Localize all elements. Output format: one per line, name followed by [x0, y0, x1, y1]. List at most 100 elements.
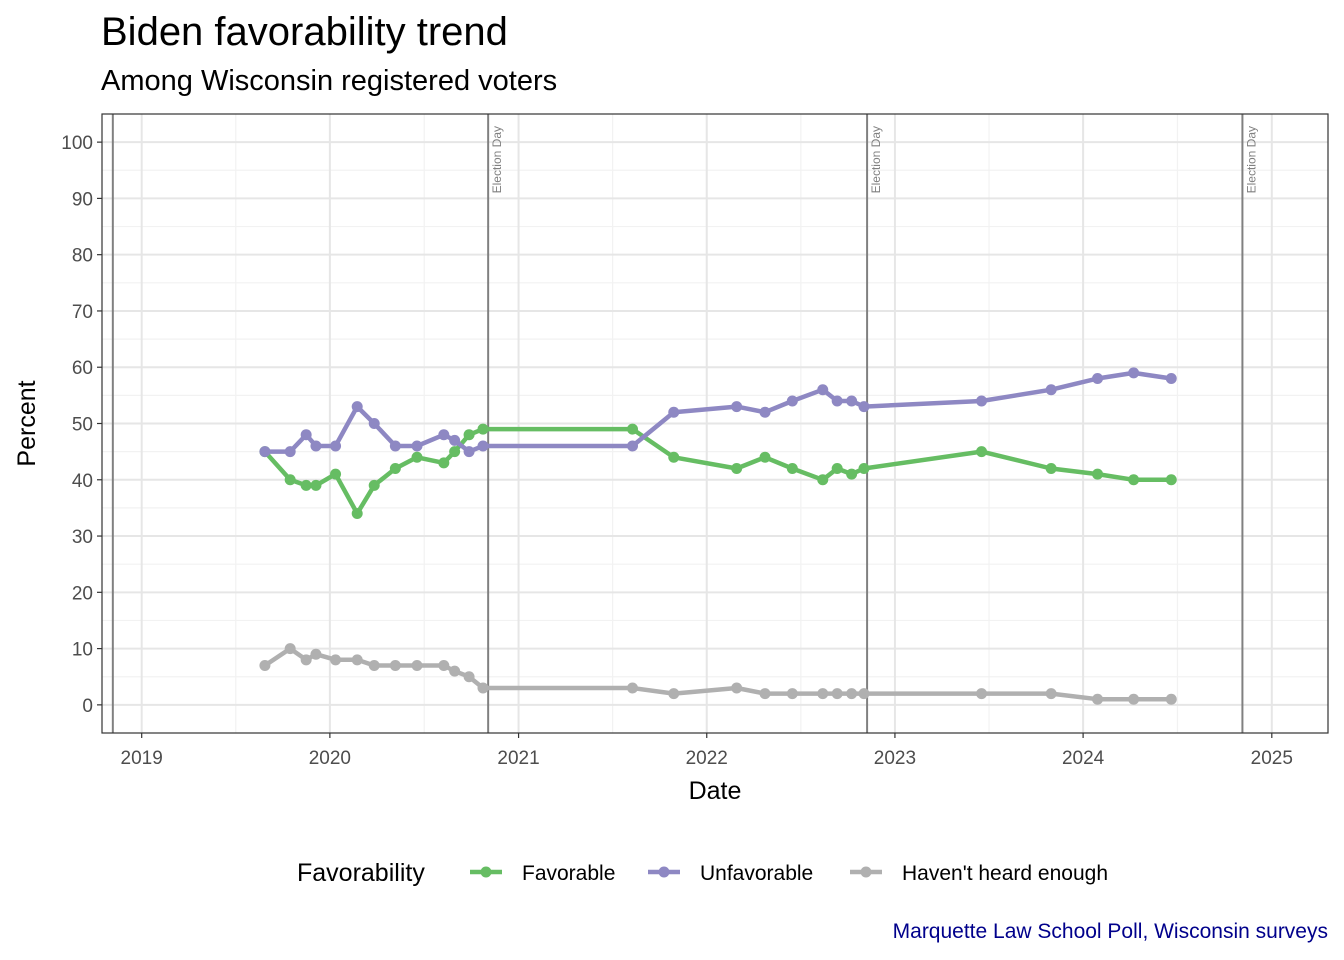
x-tick-label: 2019 [121, 748, 163, 769]
data-point [389, 463, 401, 475]
data-point [858, 463, 870, 475]
data-point [300, 479, 312, 491]
data-point [786, 463, 798, 475]
data-point [976, 688, 988, 700]
data-point [411, 659, 423, 671]
data-point [284, 446, 296, 458]
data-point [786, 688, 798, 700]
data-point [368, 659, 380, 671]
data-point [759, 406, 771, 418]
data-point [858, 401, 870, 413]
data-point [477, 423, 489, 435]
data-point [786, 395, 798, 407]
data-point [310, 479, 322, 491]
y-tick-label: 30 [72, 527, 93, 548]
data-point [1128, 693, 1140, 705]
y-tick-label: 0 [82, 696, 93, 717]
data-point [668, 451, 680, 463]
x-axis-title: Date [689, 777, 742, 805]
data-point [310, 648, 322, 660]
data-point [1128, 474, 1140, 486]
election-day-label: Election Day [869, 126, 883, 193]
data-point [411, 451, 423, 463]
data-point [846, 688, 858, 700]
data-point [259, 446, 271, 458]
x-tick-label: 2023 [874, 748, 916, 769]
data-point [759, 451, 771, 463]
data-point [389, 440, 401, 452]
data-point [259, 659, 271, 671]
data-point [846, 468, 858, 480]
data-point [463, 446, 475, 458]
y-tick-label: 70 [72, 302, 93, 323]
data-point [330, 468, 342, 480]
data-point [1165, 474, 1177, 486]
y-tick-label: 40 [72, 471, 93, 492]
data-point [858, 688, 870, 700]
chart-subtitle: Among Wisconsin registered voters [101, 65, 558, 97]
data-point [438, 659, 450, 671]
x-tick-label: 2020 [309, 748, 351, 769]
data-point [1092, 372, 1104, 384]
data-point [1092, 693, 1104, 705]
y-tick-label: 80 [72, 246, 93, 267]
data-point [627, 423, 639, 435]
data-point [438, 457, 450, 469]
election-day-label: Election Day [1244, 126, 1258, 193]
data-point [976, 395, 988, 407]
data-point [831, 395, 843, 407]
y-tick-label: 10 [72, 640, 93, 661]
data-point [668, 688, 680, 700]
data-point [1128, 367, 1140, 379]
data-point [1045, 463, 1057, 475]
data-point [389, 659, 401, 671]
data-point [310, 440, 322, 452]
y-tick-label: 60 [72, 358, 93, 379]
data-point [627, 682, 639, 694]
data-point [831, 688, 843, 700]
y-tick-label: 90 [72, 189, 93, 210]
data-point [284, 643, 296, 655]
data-point [351, 508, 363, 520]
data-point [330, 654, 342, 666]
y-tick-label: 20 [72, 583, 93, 604]
plot-border [101, 113, 1329, 734]
data-point [817, 474, 829, 486]
data-point [831, 463, 843, 475]
data-point [300, 654, 312, 666]
data-point [477, 682, 489, 694]
data-point [463, 429, 475, 441]
data-point [1165, 693, 1177, 705]
data-point [731, 463, 743, 475]
data-point [449, 434, 461, 446]
data-point [731, 401, 743, 413]
data-point [731, 682, 743, 694]
data-point [1165, 372, 1177, 384]
y-tick-label: 100 [61, 133, 93, 154]
data-point [351, 401, 363, 413]
data-point [976, 446, 988, 458]
legend-label: Favorable [522, 862, 615, 885]
data-point [668, 406, 680, 418]
data-point [368, 418, 380, 429]
election-day-label: Election Day [490, 126, 504, 193]
x-tick-label: 2025 [1251, 748, 1293, 769]
data-point [846, 395, 858, 407]
data-point [477, 440, 489, 452]
data-point [1045, 688, 1057, 700]
data-point [817, 384, 829, 396]
legend-label: Haven't heard enough [902, 862, 1108, 885]
source-caption: Marquette Law School Poll, Wisconsin sur… [892, 920, 1328, 943]
legend-label: Unfavorable [700, 862, 813, 885]
data-point [411, 440, 423, 452]
legend-key-point [860, 866, 872, 878]
data-point [449, 446, 461, 458]
legend-key-point [658, 866, 670, 878]
data-point [351, 654, 363, 666]
y-tick-label: 50 [72, 415, 93, 436]
data-point [368, 479, 380, 491]
data-point [330, 440, 342, 452]
legend-title: Favorability [297, 859, 425, 887]
data-point [1045, 384, 1057, 396]
